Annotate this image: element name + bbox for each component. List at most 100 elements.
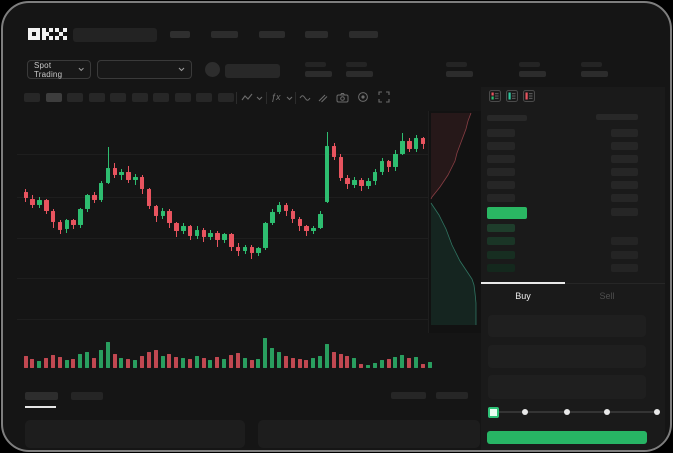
candle-body bbox=[153, 206, 159, 216]
candle-wick bbox=[59, 220, 61, 235]
indicators-fx-icon[interactable]: ƒx bbox=[271, 92, 281, 102]
candle-body bbox=[30, 198, 35, 205]
total-input[interactable] bbox=[488, 375, 646, 399]
camera-icon[interactable] bbox=[336, 92, 349, 103]
volume-bar bbox=[318, 356, 323, 368]
nav-item-placeholder[interactable] bbox=[305, 31, 328, 38]
candle-body bbox=[112, 167, 118, 176]
ticker-stat-value bbox=[519, 71, 546, 77]
slider-stop[interactable] bbox=[653, 409, 660, 415]
volume-bar bbox=[263, 338, 268, 368]
toolbar-divider bbox=[236, 92, 237, 104]
slider-stop[interactable] bbox=[522, 409, 528, 415]
amount-slider-track[interactable] bbox=[492, 411, 658, 413]
ask-amount-bar bbox=[611, 155, 638, 163]
compare-icon[interactable] bbox=[316, 92, 328, 104]
candle-body bbox=[50, 210, 56, 222]
candle-wick bbox=[347, 175, 349, 190]
timeframe-chip[interactable] bbox=[45, 93, 62, 102]
volume-bar bbox=[311, 358, 316, 368]
global-search-placeholder[interactable] bbox=[73, 28, 157, 42]
timeframe-chip[interactable] bbox=[131, 93, 148, 102]
price-input[interactable] bbox=[488, 315, 646, 337]
chevron-down-icon[interactable] bbox=[286, 96, 293, 101]
gear-icon[interactable] bbox=[357, 91, 369, 103]
gridline bbox=[17, 278, 481, 279]
candle-wick bbox=[114, 162, 116, 179]
tab-sell[interactable]: Sell bbox=[599, 291, 615, 301]
book-both-icon[interactable] bbox=[489, 90, 501, 102]
bottom-action-placeholder[interactable] bbox=[391, 392, 426, 399]
candle-body bbox=[256, 248, 261, 253]
bid-price-bar bbox=[487, 263, 515, 272]
timeframe-chip[interactable] bbox=[24, 93, 40, 102]
book-sell-icon[interactable] bbox=[523, 90, 535, 102]
volume-bar bbox=[366, 365, 370, 368]
chevron-down-icon bbox=[178, 67, 185, 72]
timeframe-chip[interactable] bbox=[196, 93, 212, 102]
ask-price-bar bbox=[487, 129, 515, 137]
nav-item-placeholder[interactable] bbox=[259, 31, 285, 38]
volume-bar bbox=[98, 350, 103, 368]
bottom-action-placeholder[interactable] bbox=[436, 392, 468, 399]
timeframe-chip[interactable] bbox=[153, 93, 169, 102]
bottom-tab-placeholder[interactable] bbox=[71, 392, 103, 400]
chevron-down-icon[interactable] bbox=[256, 96, 263, 101]
candle-wick bbox=[121, 169, 123, 180]
timeframe-chip[interactable] bbox=[88, 93, 105, 102]
candle-type-icon[interactable] bbox=[241, 93, 254, 103]
candle-wick bbox=[80, 207, 82, 228]
candle-wick bbox=[134, 173, 136, 185]
ask-price-bar bbox=[487, 194, 515, 202]
volume-bar bbox=[359, 364, 364, 368]
volume-bar bbox=[201, 358, 206, 368]
volume-bar bbox=[407, 358, 412, 368]
volume-bar bbox=[30, 359, 35, 368]
candle-wick bbox=[52, 209, 54, 228]
volume-bar bbox=[57, 357, 62, 368]
candle-body bbox=[420, 138, 426, 145]
timeframe-chip[interactable] bbox=[110, 93, 126, 102]
candle-body bbox=[290, 210, 296, 219]
tab-buy[interactable]: Buy bbox=[515, 291, 531, 301]
line-style-icon[interactable] bbox=[299, 94, 311, 102]
pair-selector[interactable] bbox=[97, 60, 192, 79]
volume-bar bbox=[146, 352, 151, 368]
timeframe-chip[interactable] bbox=[174, 93, 191, 102]
volume-bar bbox=[44, 358, 48, 368]
ask-amount-bar bbox=[611, 142, 638, 150]
okx-logo bbox=[28, 28, 67, 40]
timeframe-chip[interactable] bbox=[217, 93, 234, 102]
nav-item-placeholder[interactable] bbox=[349, 31, 378, 38]
candle-wick bbox=[265, 221, 267, 250]
volume-bar bbox=[297, 359, 302, 368]
candle-body bbox=[407, 141, 412, 149]
market-type-selector[interactable]: Spot Trading bbox=[27, 60, 91, 79]
bottom-tab-placeholder[interactable] bbox=[25, 392, 58, 400]
slider-handle[interactable] bbox=[487, 407, 499, 418]
volume-bar bbox=[338, 354, 343, 368]
slider-stop[interactable] bbox=[603, 409, 610, 415]
buy-submit-button[interactable] bbox=[487, 431, 647, 444]
fullscreen-icon[interactable] bbox=[378, 91, 390, 103]
candle-wick bbox=[176, 221, 177, 238]
volume-bar bbox=[270, 348, 275, 368]
ask-amount-bar bbox=[611, 194, 638, 202]
volume-bar bbox=[85, 352, 90, 368]
nav-item-placeholder[interactable] bbox=[170, 31, 190, 38]
candle-wick bbox=[148, 187, 150, 210]
volume-bar bbox=[50, 355, 55, 368]
ticker-stat-label bbox=[446, 62, 467, 67]
nav-item-placeholder[interactable] bbox=[211, 31, 238, 38]
candle-wick bbox=[278, 201, 280, 214]
volume-bar bbox=[105, 342, 110, 368]
candle-body bbox=[345, 178, 350, 185]
slider-stop[interactable] bbox=[563, 409, 570, 415]
volume-bar bbox=[112, 354, 117, 368]
candle-wick bbox=[271, 209, 273, 225]
amount-input[interactable] bbox=[488, 345, 646, 368]
volume-bar bbox=[215, 357, 220, 368]
book-buy-icon[interactable] bbox=[506, 90, 518, 102]
timeframe-chip[interactable] bbox=[67, 93, 83, 102]
